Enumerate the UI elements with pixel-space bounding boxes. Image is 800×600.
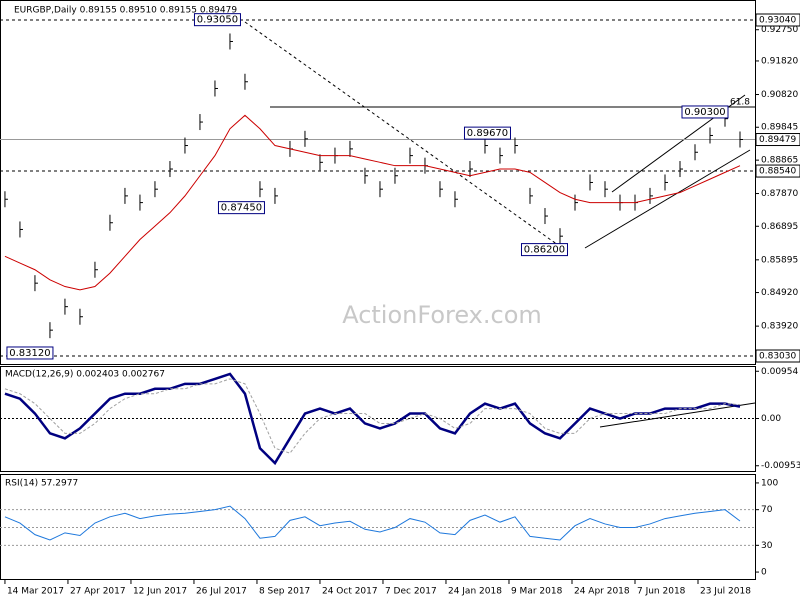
annotation: 0.93050 (197, 15, 238, 26)
macd-signal (4, 378, 741, 454)
y-tick-label: 0.00954 (761, 367, 798, 377)
fib-label: 61.8 (730, 98, 750, 108)
x-tick-label: 27 Apr 2017 (70, 587, 126, 597)
trend-line (244, 21, 566, 251)
watermark: ActionForex.com (342, 301, 542, 329)
price-label: 0.83030 (759, 352, 796, 362)
y-tick-label: 0.83920 (761, 322, 798, 332)
x-tick-label: 7 Dec 2017 (385, 587, 437, 597)
y-tick-label: 100 (761, 478, 778, 488)
annotation-box (520, 243, 568, 257)
y-tick-label: 0.89845 (761, 123, 798, 133)
annotation: 0.89670 (467, 128, 508, 139)
y-tick-label: 0.87870 (761, 189, 798, 199)
annotation: 0.83120 (9, 348, 50, 359)
rsi-label: RSI(14) 57.2977 (5, 479, 78, 489)
x-tick-label: 7 Jun 2018 (637, 587, 686, 597)
y-tick-label: 0.92750 (761, 25, 798, 35)
price-panel (0, 0, 756, 365)
moving-average (4, 114, 741, 291)
y-tick-label: 0.86895 (761, 222, 798, 232)
y-tick-label: 0 (761, 568, 767, 578)
x-tick-label: 14 Mar 2017 (7, 587, 64, 597)
macd-label: MACD(12,26,9) 0.002403 0.002767 (5, 370, 165, 380)
y-tick-label: 0.00 (761, 414, 781, 424)
price-box (755, 133, 800, 147)
y-tick-label: 70 (761, 505, 773, 515)
y-tick-label: 0.90820 (761, 90, 798, 100)
annotation-box (681, 105, 729, 119)
x-tick-label: 24 Jan 2018 (448, 587, 502, 597)
annotation: 0.87450 (221, 203, 262, 214)
rsi-line (4, 505, 741, 541)
x-tick-label: 26 Jul 2017 (196, 587, 247, 597)
x-tick-label: 24 Oct 2017 (322, 587, 378, 597)
y-tick-label: 0.84920 (761, 288, 798, 298)
price-label: 0.89479 (759, 135, 796, 145)
y-tick-label: 0.88865 (761, 156, 798, 166)
annotation-box (217, 201, 265, 215)
price-box (755, 349, 800, 363)
y-tick-label: 0.91820 (761, 56, 798, 66)
y-tick-label: -0.009538 (761, 461, 800, 471)
price-box (755, 164, 800, 178)
price-box (755, 13, 800, 27)
chart-title: EURGBP,Daily 0.89155 0.89510 0.89155 0.8… (14, 6, 237, 16)
price-label: 0.88540 (759, 167, 796, 177)
x-tick-label: 12 Jun 2017 (133, 587, 187, 597)
macd-trend-line (599, 402, 756, 428)
channel-line (584, 149, 751, 249)
annotation: 0.86200 (524, 245, 565, 256)
annotation-box (463, 126, 511, 140)
x-tick-label: 24 Apr 2018 (574, 587, 630, 597)
x-tick-label: 8 Sep 2017 (259, 587, 310, 597)
annotation-box (193, 13, 241, 27)
y-tick-label: 30 (761, 541, 773, 551)
annotation: 0.90300 (684, 107, 725, 118)
annotation-box (6, 346, 54, 360)
x-tick-label: 9 Mar 2018 (511, 587, 563, 597)
y-tick-label: 0.85895 (761, 255, 798, 265)
macd-line (4, 372, 741, 466)
price-label: 0.93040 (759, 15, 796, 25)
x-tick-label: 23 Jul 2018 (700, 587, 751, 597)
